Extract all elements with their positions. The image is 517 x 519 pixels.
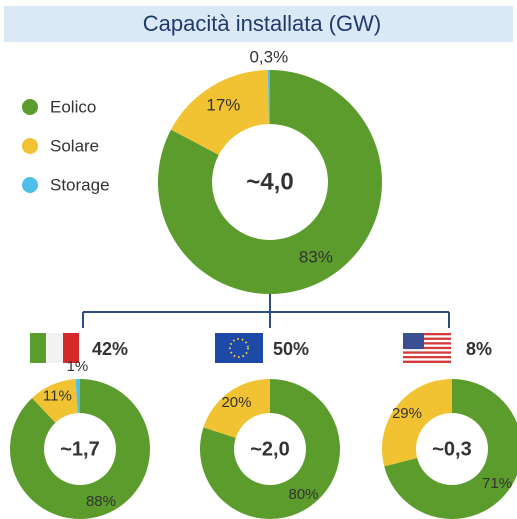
donut-slice [267,70,270,125]
legend-swatch [22,99,38,115]
donut-slice [157,70,382,294]
value-label: 71% [482,475,512,492]
center-label: ~0,3 [432,438,471,460]
title-bar [4,6,513,42]
donut-slice [171,70,269,155]
share-label: 8% [466,339,492,359]
legend-label: Storage [50,175,110,194]
center-label: ~1,7 [60,438,99,460]
center-label: ~4,0 [246,168,293,195]
legend-swatch [22,177,38,193]
value-label: 20% [221,394,251,411]
value-label: 11% [43,388,72,405]
flag-usa [403,333,451,363]
donut-slice [203,379,270,438]
donut-slice [382,379,452,467]
connector [82,294,450,328]
donut-slice [75,379,80,414]
value-label: 29% [392,405,422,422]
value-label: 88% [86,493,116,510]
value-label: 1% [67,358,89,375]
value-label: 80% [288,486,318,503]
share-label: 50% [273,339,309,359]
donut-slice [199,379,341,519]
flag-italy [30,333,79,363]
legend-label: Eolico [50,97,96,116]
center-label: ~2,0 [250,438,289,460]
value-label: 83% [299,248,333,267]
value-label: 0,3% [249,47,288,66]
share-label: 42% [92,339,128,359]
donut-slice [384,379,517,519]
donut-slice [32,379,78,423]
legend-label: Solare [50,136,99,155]
value-label: 17% [206,96,240,115]
title: Capacità installata (GW) [143,11,381,36]
legend-swatch [22,138,38,154]
donut-slice [9,379,150,519]
flag-eu [215,333,263,363]
